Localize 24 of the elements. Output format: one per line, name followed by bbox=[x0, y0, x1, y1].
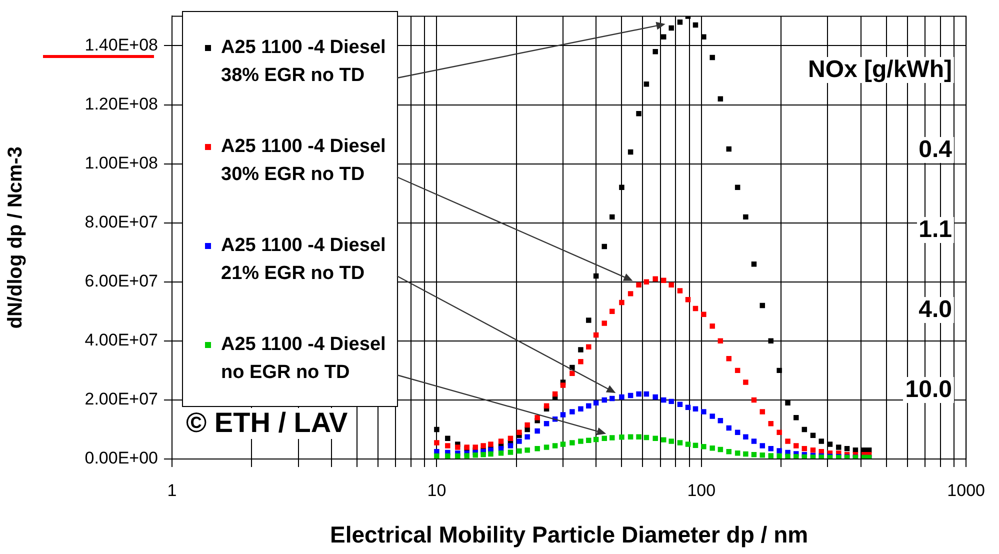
x-tick-label: 1 bbox=[167, 480, 177, 500]
y-tick-label: 0.00E+00 bbox=[84, 448, 158, 468]
annotation: 1.1 bbox=[916, 216, 954, 244]
y-tick-label: 6.00E+07 bbox=[84, 272, 158, 291]
y-tick-label: 1.40E+08 bbox=[84, 35, 158, 54]
legend-label: A25 1100 -4 Diesel no EGR no TD bbox=[221, 333, 387, 385]
y-tick-label: 4.00E+07 bbox=[84, 330, 158, 350]
annotation: 4.0 bbox=[916, 296, 954, 324]
legend-label: A25 1100 -4 Diesel 21% EGR no TD bbox=[221, 234, 387, 286]
x-tick-label: 1000 bbox=[947, 480, 986, 500]
x-tick-label: 100 bbox=[687, 480, 716, 500]
annotation: © ETH / LAV bbox=[184, 407, 350, 439]
legend-label: A25 1100 -4 Diesel 38% EGR no TD bbox=[221, 36, 387, 88]
y-tick-label: 1.00E+08 bbox=[84, 153, 158, 172]
y-tick-label: 1.20E+08 bbox=[84, 94, 158, 114]
x-axis-title: Electrical Mobility Particle Diameter dp / nm bbox=[330, 522, 808, 548]
annotation: NOx [g/kWh] bbox=[806, 56, 954, 84]
y-tick-label: 2.00E+07 bbox=[84, 390, 158, 409]
y-tick-label: 8.00E+07 bbox=[84, 212, 158, 232]
legend-label: A25 1100 -4 Diesel 30% EGR no TD bbox=[221, 135, 387, 187]
annotation: 0.4 bbox=[916, 136, 954, 164]
annotation: 10.0 bbox=[903, 376, 954, 404]
x-tick-label: 10 bbox=[427, 480, 446, 500]
y-axis-title: dN/dlog dp / Ncm-3 bbox=[4, 146, 27, 329]
